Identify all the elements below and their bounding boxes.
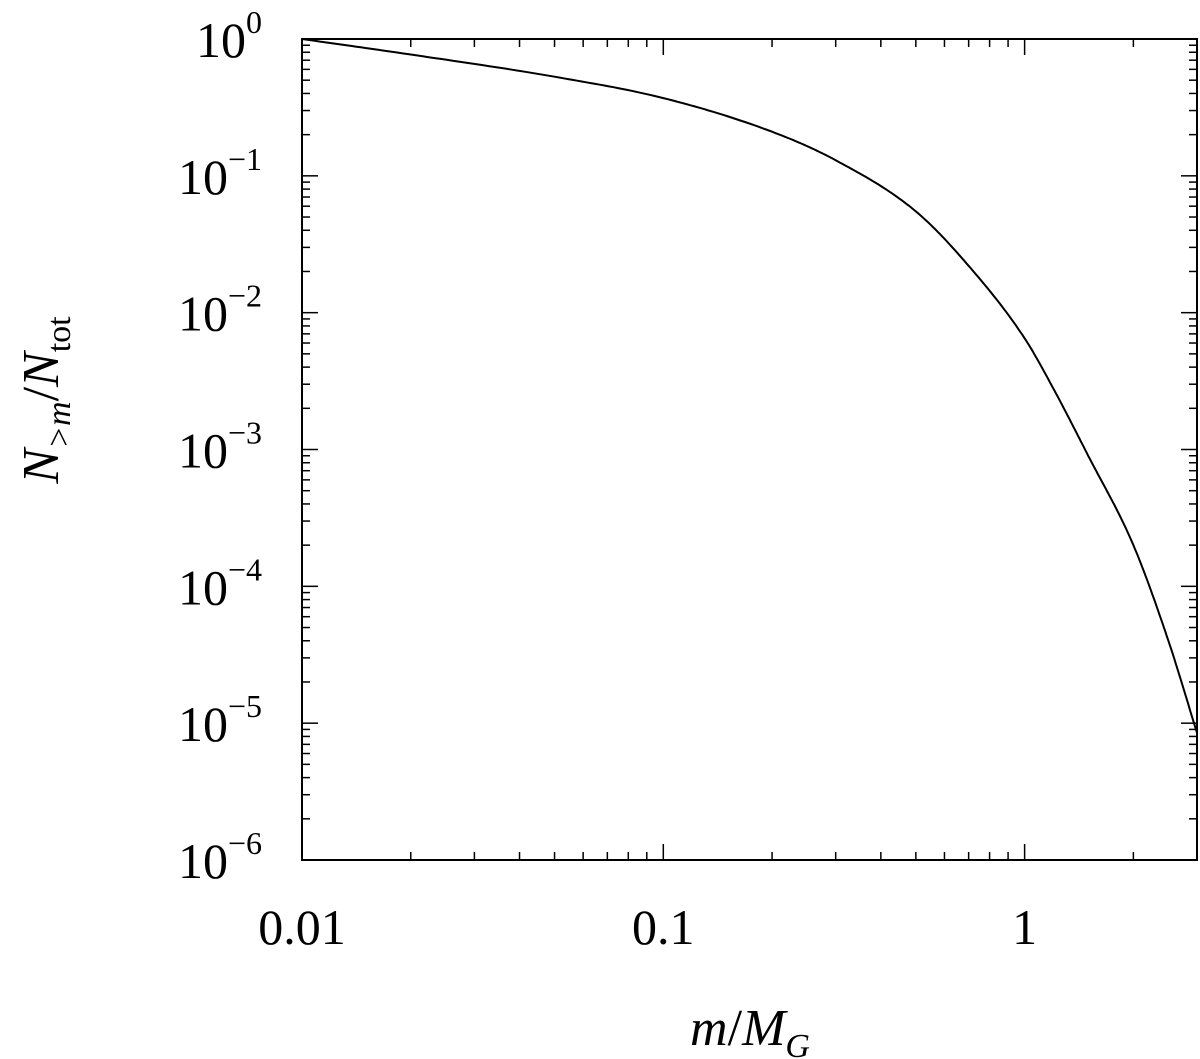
series-group (301, 38, 1198, 734)
y-tick-label-exponent: −4 (228, 551, 262, 587)
y-axis-title-main2: N (13, 349, 70, 388)
y-tick-label: 10−2 (178, 278, 262, 342)
y-axis-title: N>m/Ntot (13, 316, 78, 485)
y-tick-label-base: 10 (178, 423, 228, 479)
series-line (301, 38, 1198, 734)
y-tick-label-base: 10 (178, 286, 228, 342)
y-axis-title-sub: >m (41, 401, 78, 449)
y-tick-label-exponent: −3 (228, 415, 262, 451)
y-tick-label: 10−5 (178, 688, 262, 752)
y-tick-label: 10−4 (178, 551, 262, 615)
y-axis-title-slash: / (13, 386, 70, 401)
plot-frame (301, 38, 1198, 861)
y-tick-label: 10−3 (178, 415, 262, 479)
x-axis-title-main2: M (741, 1000, 788, 1057)
y-tick-label-exponent: −5 (228, 688, 262, 724)
y-tick-label: 100 (196, 4, 262, 68)
y-tick-label-exponent: −6 (228, 825, 262, 861)
major-ticks (301, 38, 1197, 861)
x-tick-label: 1 (1012, 899, 1037, 955)
y-tick-label-base: 10 (178, 696, 228, 752)
y-tick-label-base: 10 (178, 559, 228, 615)
x-tick-labels: 0.01 0.1 1 (258, 899, 1037, 955)
y-tick-label-base: 10 (178, 833, 228, 889)
x-tick-label: 0.1 (632, 899, 695, 955)
y-axis-title-sub2: tot (41, 316, 78, 352)
y-tick-label-base: 10 (178, 149, 228, 205)
y-tick-label-base: 10 (196, 12, 246, 68)
y-tick-label-exponent: 0 (246, 4, 262, 40)
x-axis-title-slash: / (728, 1000, 743, 1057)
x-axis-title-main: m (690, 1000, 728, 1057)
y-tick-label-exponent: −1 (228, 141, 262, 177)
minor-ticks (302, 39, 1198, 860)
y-axis-title-main: N (13, 446, 70, 485)
x-axis-title: m/MG (690, 1000, 810, 1059)
y-tick-label: 10−6 (178, 825, 262, 889)
x-axis-title-sub2: G (785, 1028, 810, 1059)
y-tick-label-exponent: −2 (228, 278, 262, 314)
y-tick-label: 10−1 (178, 141, 262, 205)
x-tick-label: 0.01 (258, 899, 346, 955)
